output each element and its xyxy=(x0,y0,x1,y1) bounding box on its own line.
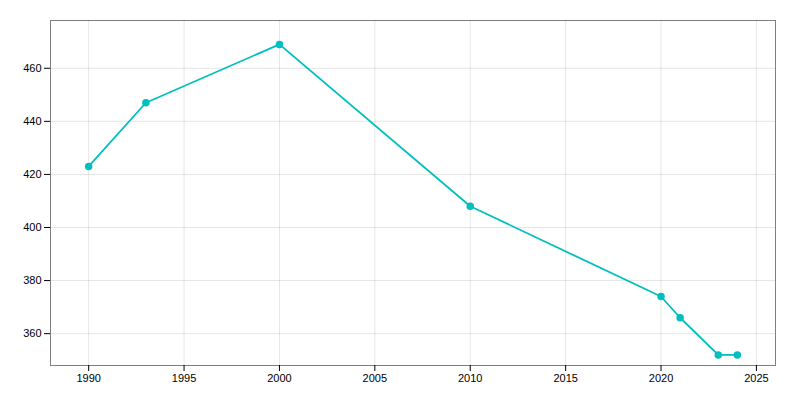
svg-text:420: 420 xyxy=(23,168,41,180)
svg-text:2000: 2000 xyxy=(267,372,291,384)
svg-text:1995: 1995 xyxy=(172,372,196,384)
svg-text:2025: 2025 xyxy=(744,372,768,384)
svg-text:360: 360 xyxy=(23,327,41,339)
svg-text:380: 380 xyxy=(23,274,41,286)
svg-text:440: 440 xyxy=(23,115,41,127)
svg-text:2015: 2015 xyxy=(553,372,577,384)
svg-text:2020: 2020 xyxy=(649,372,673,384)
svg-text:2005: 2005 xyxy=(363,372,387,384)
svg-text:460: 460 xyxy=(23,62,41,74)
svg-text:1990: 1990 xyxy=(76,372,100,384)
svg-text:2010: 2010 xyxy=(458,372,482,384)
svg-text:400: 400 xyxy=(23,221,41,233)
